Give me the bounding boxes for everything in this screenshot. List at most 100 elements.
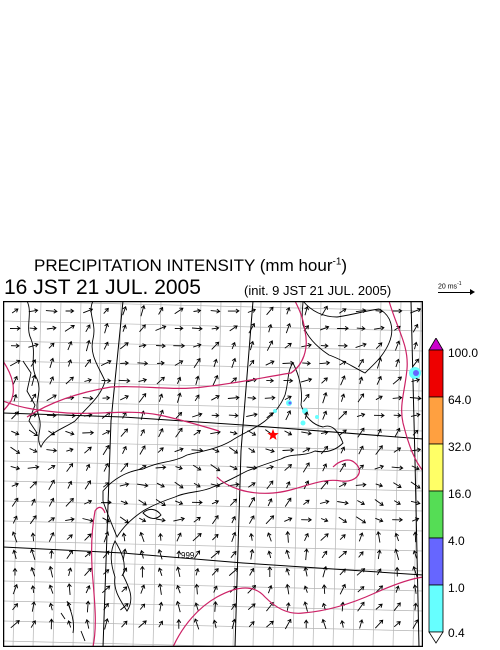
- wind-arrow: [176, 376, 182, 384]
- wind-arrow: [303, 393, 310, 402]
- wind-arrow: [104, 322, 109, 334]
- wind-arrow: [285, 567, 290, 576]
- wind-arrow: [30, 393, 37, 403]
- grid-line-vertical: [92, 301, 102, 647]
- wind-arrow: [339, 568, 346, 576]
- wind-arrow: [48, 584, 54, 594]
- wind-arrow: [321, 550, 328, 559]
- wind-arrow: [247, 482, 256, 488]
- wind-arrow: [266, 480, 274, 490]
- wind-arrow: [285, 322, 292, 334]
- grid-line-vertical: [112, 301, 122, 647]
- wind-arrow: [103, 482, 110, 488]
- wind-arrow: [339, 360, 347, 366]
- wind-arrow: [67, 340, 73, 351]
- wind-arrow: [139, 517, 147, 523]
- wind-arrow: [101, 585, 111, 594]
- wind-arrow: [139, 445, 146, 455]
- wind-arrow: [31, 601, 36, 612]
- wind-arrow: [173, 343, 186, 349]
- wind-arrow: [320, 325, 330, 331]
- wind-arrow: [67, 359, 73, 367]
- wind-arrow: [28, 342, 39, 348]
- wind-arrow: [358, 445, 364, 455]
- wind-arrow: [191, 500, 203, 505]
- wind-arrow: [49, 618, 54, 630]
- wind-arrow: [11, 411, 20, 420]
- wind-arrow: [267, 550, 272, 559]
- wind-arrow: [139, 531, 145, 543]
- title-unit-exponent: -1: [332, 256, 342, 268]
- wind-arrow: [393, 447, 402, 453]
- wind-arrow: [49, 357, 55, 369]
- wind-arrow: [393, 500, 401, 505]
- longitude-line-center: [234, 301, 254, 647]
- latitude-line-south: [3, 546, 423, 576]
- map-title: PRECIPITATION INTENSITY (mm hour-1): [34, 256, 347, 276]
- wind-arrow: [284, 618, 292, 630]
- wind-arrow: [284, 517, 293, 522]
- wind-arrow: [122, 548, 128, 561]
- wind-arrow: [120, 603, 129, 611]
- wind-arrow: [194, 567, 200, 576]
- wind-arrow: [338, 550, 348, 559]
- wind-arrow: [175, 411, 183, 419]
- wind-arrow: [211, 448, 220, 453]
- wind-arrow: [103, 307, 109, 314]
- wind-arrow: [286, 481, 291, 489]
- wind-arrow: [303, 499, 310, 505]
- wind-arrow: [248, 496, 256, 508]
- grid-line-vertical: [72, 301, 82, 647]
- reference-vector-line: [438, 292, 472, 293]
- wind-arrow: [211, 413, 220, 418]
- wind-arrow: [338, 516, 348, 523]
- wind-arrow: [138, 377, 148, 383]
- wind-arrow: [67, 567, 73, 577]
- precip-patch: [315, 415, 319, 419]
- wind-arrow: [267, 498, 273, 507]
- wind-arrow: [247, 430, 257, 436]
- wind-arrow: [359, 619, 364, 629]
- wind-arrow: [246, 465, 258, 471]
- wind-arrow: [48, 479, 55, 491]
- wind-arrow: [122, 445, 127, 454]
- wind-arrow: [103, 602, 109, 611]
- colorbar-label-64: 64.0: [448, 393, 472, 407]
- wind-arrow: [409, 395, 422, 401]
- wind-arrow: [85, 324, 91, 333]
- wind-arrow: [48, 430, 56, 436]
- wind-arrow: [229, 447, 239, 454]
- grid-line-vertical: [32, 301, 42, 647]
- wind-arrow: [84, 533, 92, 541]
- wind-arrow: [121, 567, 128, 577]
- wind-arrow: [227, 308, 240, 314]
- wind-arrow: [29, 448, 38, 453]
- wind-arrow: [301, 517, 313, 523]
- wind-arrow: [211, 499, 220, 505]
- wind-arrow: [11, 482, 19, 487]
- wind-arrow: [11, 497, 19, 507]
- wind-arrow: [136, 483, 149, 488]
- wind-arrow: [155, 325, 167, 331]
- wind-arrow: [358, 532, 364, 542]
- wind-arrow: [229, 498, 238, 506]
- wind-arrow: [249, 515, 255, 524]
- wind-arrow: [158, 601, 164, 612]
- wind-arrow: [85, 339, 91, 352]
- wind-arrow: [412, 323, 419, 333]
- wind-arrow: [28, 429, 38, 437]
- wind-arrow: [155, 499, 166, 506]
- wind-arrow: [65, 308, 75, 314]
- wind-arrow: [340, 446, 346, 454]
- wind-arrow: [120, 462, 129, 473]
- wind-arrow: [285, 602, 291, 611]
- wind-arrow: [102, 517, 111, 523]
- wind-arrow: [319, 360, 331, 366]
- wind-arrow: [158, 393, 164, 402]
- valid-time: 16 JST 21 JUL. 2005: [4, 276, 201, 299]
- wind-arrow: [193, 343, 202, 348]
- grid-line-horizontal: [3, 400, 423, 412]
- wind-arrow: [12, 515, 18, 524]
- wind-arrow: [249, 340, 255, 351]
- wind-arrow: [247, 395, 257, 401]
